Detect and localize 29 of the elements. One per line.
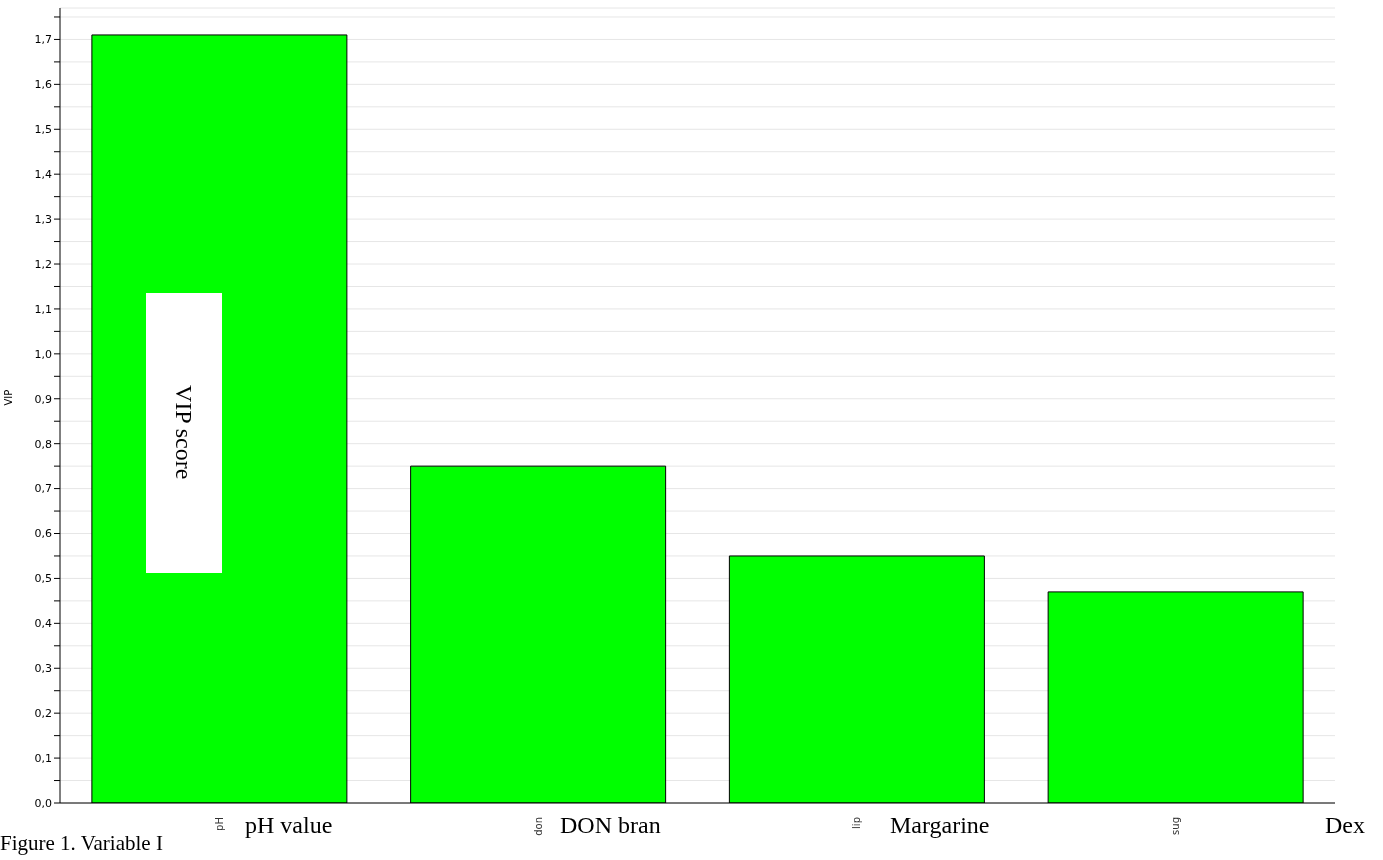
y-tick-label: 0,6: [34, 527, 52, 541]
y-tick-label: 0,1: [34, 751, 52, 765]
y-tick-label: 0,0: [34, 796, 52, 810]
y-tick-label: 0,9: [34, 392, 52, 406]
annotation: VIP score: [171, 385, 197, 480]
y-tick-label: 1,6: [34, 78, 52, 92]
y-tick-label: 0,5: [34, 572, 52, 586]
x-tick-label: pH: [213, 817, 225, 831]
x-tick-label: sug: [1170, 817, 1182, 835]
y-tick-label: 0,3: [34, 662, 52, 676]
y-tick-label: 1,4: [34, 168, 52, 182]
y-tick-label: 1,1: [34, 302, 52, 316]
text: DON bran: [560, 812, 661, 838]
y-axis-title: VIP: [2, 389, 14, 406]
x-tick-label: lip: [851, 817, 863, 829]
y-tick-label: 1,0: [34, 347, 52, 361]
y-tick-label: 1,7: [34, 33, 52, 47]
text: Margarine: [890, 812, 990, 838]
y-tick-label: 1,2: [34, 257, 52, 271]
text: Dex: [1325, 812, 1365, 838]
x-tick-label: don: [532, 817, 544, 836]
caption: Figure 1. Variable I: [0, 831, 163, 855]
y-tick-label: 0,8: [34, 437, 52, 451]
y-tick-label: 1,3: [34, 213, 52, 227]
y-tick-label: 0,2: [34, 707, 52, 721]
y-tick-label: 0,7: [34, 482, 52, 496]
y-tick-label: 1,5: [34, 123, 52, 137]
y-tick-label: 0,4: [34, 617, 52, 631]
text: pH value: [245, 812, 333, 838]
